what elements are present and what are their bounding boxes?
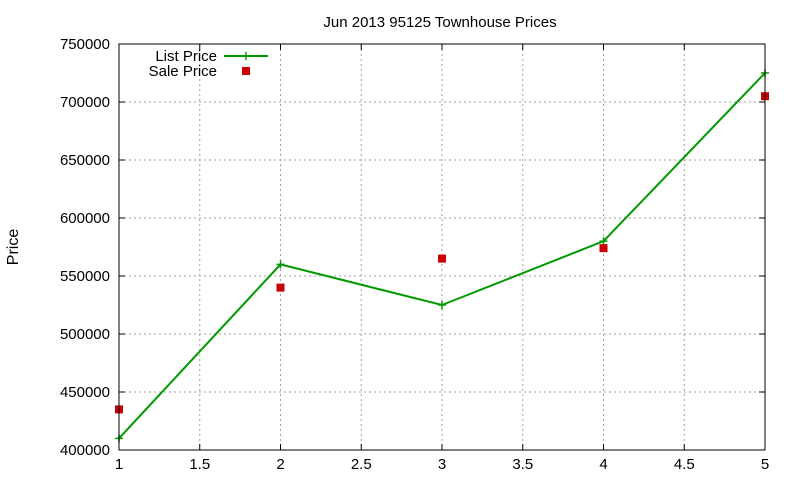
x-tick-label: 4 (599, 456, 607, 473)
square-marker (599, 244, 608, 253)
y-tick-label: 650000 (60, 152, 110, 169)
grid-lines (119, 44, 765, 450)
legend-label: Sale Price (149, 63, 217, 80)
x-tick-label: 2.5 (351, 456, 372, 473)
x-tick-label: 3.5 (512, 456, 533, 473)
y-tick-label: 700000 (60, 94, 110, 111)
y-tick-label: 600000 (60, 210, 110, 227)
y-axis-label: Price (5, 229, 22, 266)
x-tick-label: 1 (115, 456, 123, 473)
square-marker (242, 67, 250, 75)
plus-marker (276, 260, 285, 269)
y-tick-label: 550000 (60, 268, 110, 285)
x-tick-label: 4.5 (674, 456, 695, 473)
y-tick-label: 450000 (60, 384, 110, 401)
plus-marker (242, 52, 250, 60)
chart-title: Jun 2013 95125 Townhouse Prices (323, 14, 556, 31)
y-tick-label: 500000 (60, 326, 110, 343)
y-tick-label: 750000 (60, 36, 110, 53)
x-tick-label: 2 (276, 456, 284, 473)
series-list-price (115, 69, 769, 443)
square-marker (276, 283, 285, 292)
plot-frame (118, 43, 766, 451)
x-tick-label: 5 (761, 456, 769, 473)
axis-ticks: 1 1.5 2 2.5 3 3.5 4 4.5 5 400000 450000 500000 55000… (60, 36, 769, 473)
y-tick-label: 400000 (60, 442, 110, 459)
legend-label: List Price (155, 48, 217, 65)
x-tick-label: 1.5 (189, 456, 210, 473)
plus-marker (438, 301, 446, 309)
plus-marker (599, 237, 608, 246)
square-marker (438, 254, 446, 263)
x-tick-label: 3 (438, 456, 446, 473)
